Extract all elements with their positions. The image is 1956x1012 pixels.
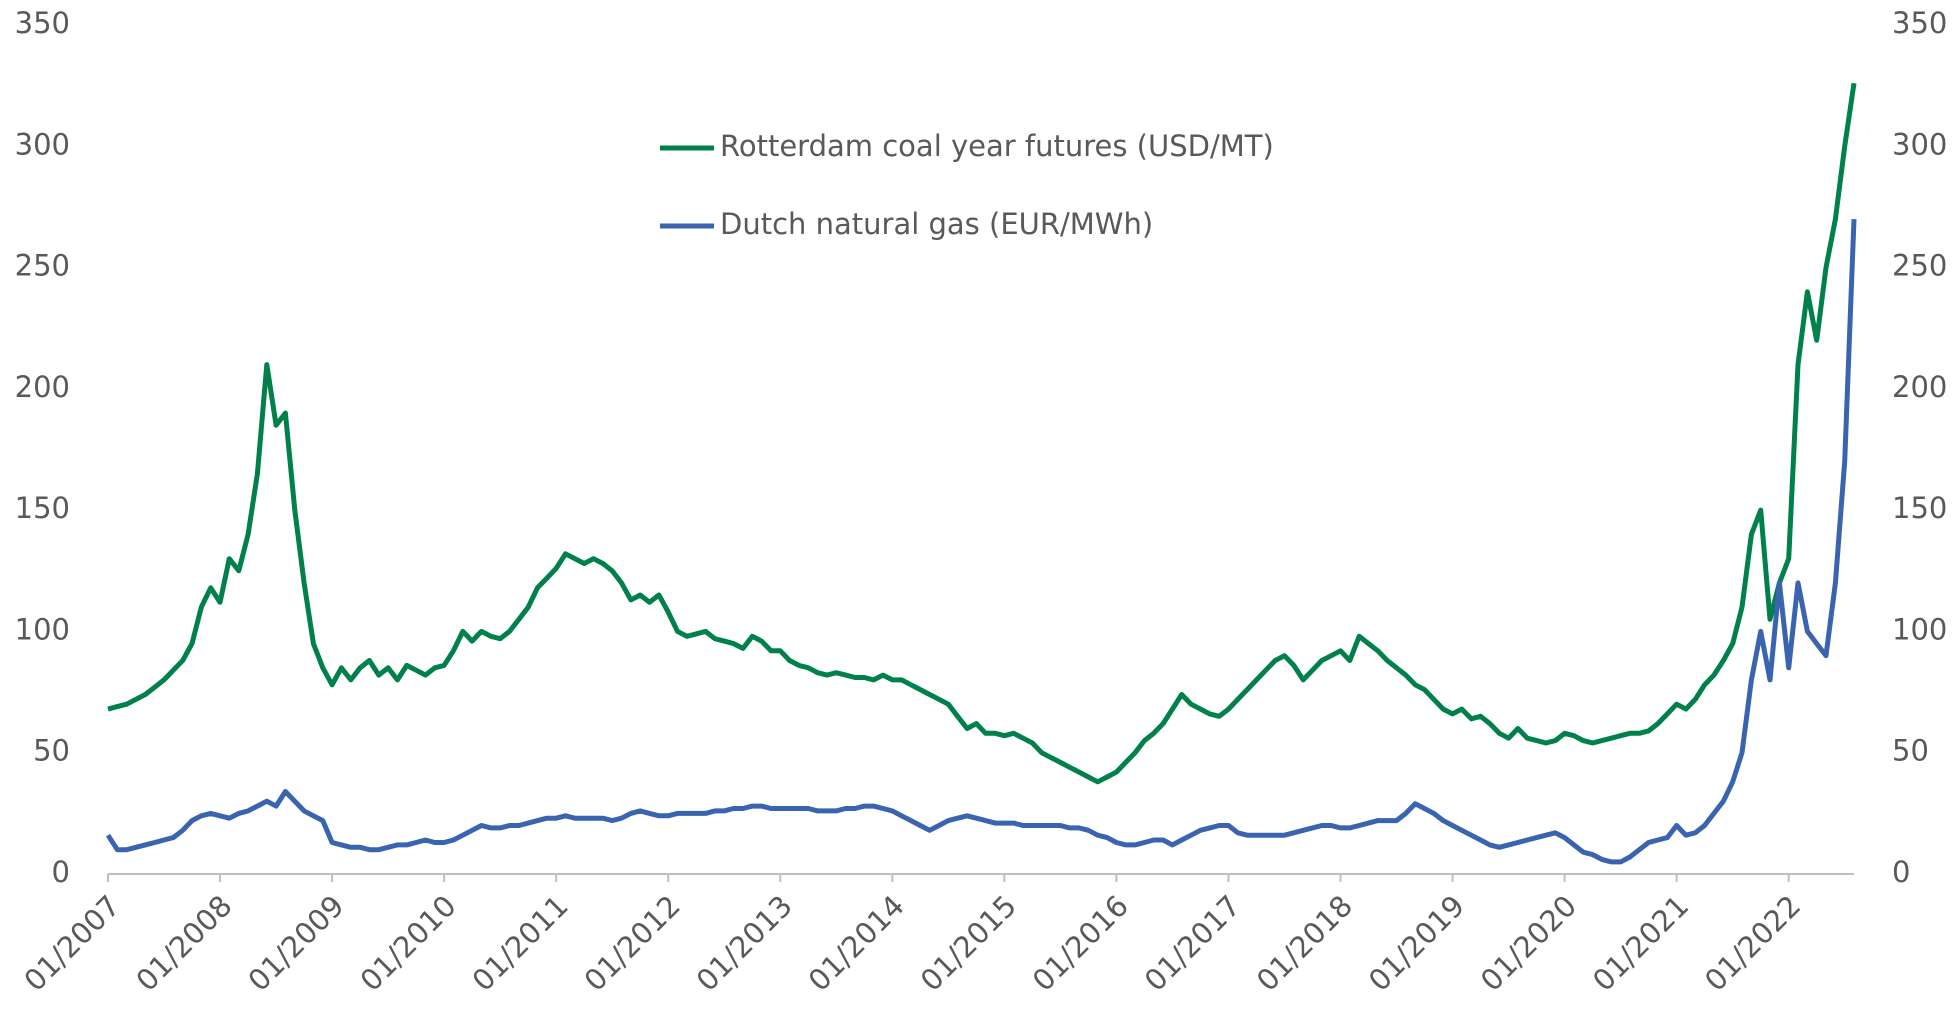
y-tick-label: 300 <box>15 127 70 161</box>
y2-tick-label: 300 <box>1892 127 1947 161</box>
x-tick-label: 01/2022 <box>1698 889 1807 998</box>
x-tick-label: 01/2008 <box>129 889 238 998</box>
x-tick-label: 01/2007 <box>17 889 126 998</box>
x-tick-label: 01/2017 <box>1138 889 1247 998</box>
legend-label: Dutch natural gas (EUR/MWh) <box>720 207 1153 241</box>
x-tick-label: 01/2011 <box>466 889 575 998</box>
y-tick-label: 0 <box>52 855 70 889</box>
y-tick-label: 50 <box>33 734 70 768</box>
x-tick-label: 01/2015 <box>914 889 1023 998</box>
x-tick-label: 01/2016 <box>1026 889 1135 998</box>
x-tick-label: 01/2019 <box>1362 889 1471 998</box>
x-tick-label: 01/2009 <box>241 889 350 998</box>
x-tick-label: 01/2012 <box>578 889 687 998</box>
x-tick-label: 01/2020 <box>1474 889 1583 998</box>
legend-label: Rotterdam coal year futures (USD/MT) <box>720 129 1274 163</box>
y2-tick-label: 200 <box>1892 370 1947 404</box>
y2-tick-label: 0 <box>1892 855 1910 889</box>
x-tick-label: 01/2010 <box>354 889 463 998</box>
y-tick-label: 150 <box>15 491 70 525</box>
y-tick-label: 350 <box>15 6 70 40</box>
y2-tick-label: 50 <box>1892 734 1929 768</box>
line-series <box>107 82 1857 785</box>
x-tick-label: 01/2014 <box>802 889 911 998</box>
y2-tick-label: 350 <box>1892 6 1947 40</box>
y2-tick-label: 250 <box>1892 249 1947 283</box>
line-series <box>105 219 1857 865</box>
y-tick-label: 200 <box>15 370 70 404</box>
x-tick-label: 01/2018 <box>1250 889 1359 998</box>
y2-tick-label: 100 <box>1892 612 1947 646</box>
y-tick-label: 250 <box>15 249 70 283</box>
x-tick-label: 01/2021 <box>1586 889 1695 998</box>
y-tick-label: 100 <box>15 612 70 646</box>
x-tick-label: 01/2013 <box>690 889 799 998</box>
y2-tick-label: 150 <box>1892 491 1947 525</box>
